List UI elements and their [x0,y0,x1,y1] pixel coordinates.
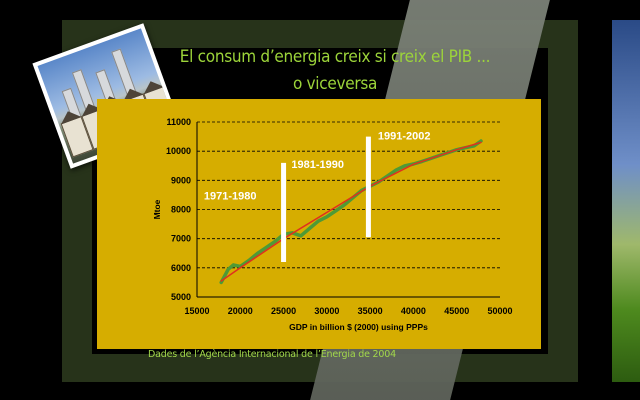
x-tick-label: 45000 [444,306,469,316]
y-tick-label: 5000 [171,292,191,302]
x-axis-label: GDP in billion $ (2000) using PPPs [289,322,428,332]
slide-title-line1: El consum d’energia creix si creix el PI… [179,47,491,67]
period-label-3: 1991-2002 [378,131,431,143]
y-tick-label: 8000 [171,205,191,215]
x-tick-label: 20000 [228,306,253,316]
x-tick-label: 50000 [487,306,512,316]
chart-series [219,139,483,285]
period-label-1: 1971-1980 [204,190,257,202]
series-line-1 [219,139,483,285]
y-axis-label: Mtoe [152,199,162,219]
x-tick-label: 30000 [314,306,339,316]
x-tick-labels: 15000 20000 25000 30000 35000 40000 45000 50000 [184,306,512,316]
series-line-2 [220,141,482,282]
chart-axes [196,122,500,298]
x-tick-label: 40000 [401,306,426,316]
period-dividers [281,136,371,262]
y-tick-labels: 5000 6000 7000 8000 9000 10000 11000 [166,117,191,302]
x-tick-label: 35000 [358,306,383,316]
y-tick-label: 11000 [166,117,191,127]
x-tick-label: 15000 [184,306,209,316]
data-source-caption: Dades de l’Agència Internacional de l’En… [148,349,396,360]
x-tick-label: 25000 [271,306,296,316]
y-tick-label: 9000 [171,175,191,185]
landscape-photo [612,20,640,382]
y-tick-label: 10000 [166,146,191,156]
y-tick-label: 7000 [171,234,191,244]
y-tick-label: 6000 [171,263,191,273]
chart-panel [97,99,541,349]
slide-title: El consum d’energia creix si creix el PI… [150,44,520,98]
period-label-2: 1981-1990 [291,159,344,171]
slide-title-line2: o viceversa [292,74,378,94]
period-annotations: 1971-1980 1981-1990 1991-2002 [204,131,431,203]
